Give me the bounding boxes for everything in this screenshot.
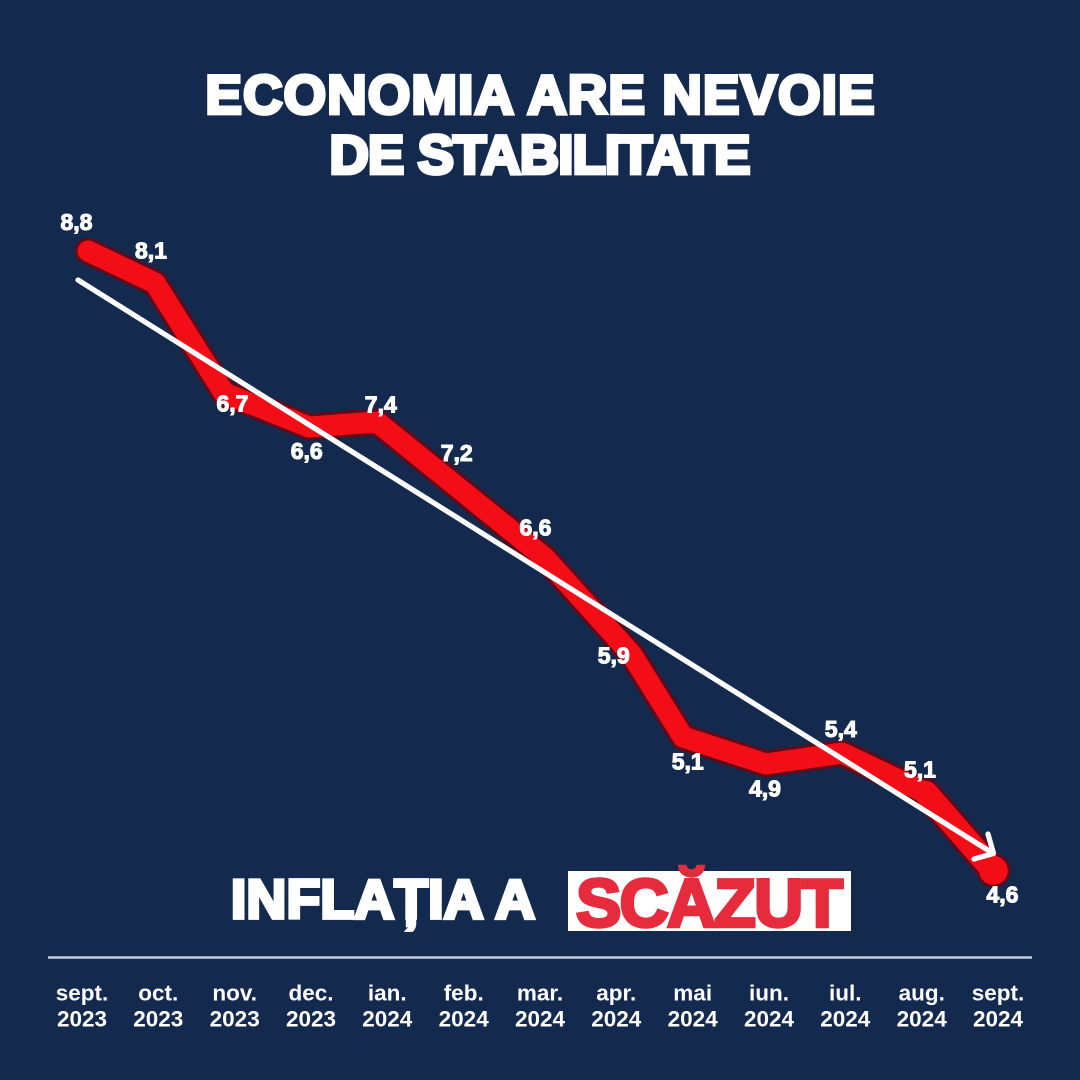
svg-text:2023: 2023 xyxy=(210,1007,260,1032)
svg-text:iun.: iun. xyxy=(749,981,789,1006)
svg-text:6,6: 6,6 xyxy=(520,515,552,541)
svg-text:iul.: iul. xyxy=(829,981,862,1006)
svg-text:8,1: 8,1 xyxy=(135,238,167,264)
svg-text:2024: 2024 xyxy=(439,1007,490,1032)
svg-text:7,4: 7,4 xyxy=(365,392,397,418)
svg-text:6,7: 6,7 xyxy=(217,390,249,416)
svg-text:2024: 2024 xyxy=(973,1007,1024,1032)
svg-text:2024: 2024 xyxy=(744,1007,795,1032)
svg-text:5,9: 5,9 xyxy=(598,642,630,668)
svg-text:SCĂZUT: SCĂZUT xyxy=(576,865,843,941)
svg-text:6,6: 6,6 xyxy=(291,438,323,464)
svg-text:2023: 2023 xyxy=(57,1007,107,1032)
svg-text:8,8: 8,8 xyxy=(61,209,93,235)
svg-text:7,2: 7,2 xyxy=(441,440,473,466)
svg-text:sept.: sept. xyxy=(56,981,109,1006)
svg-text:5,1: 5,1 xyxy=(672,748,704,774)
svg-text:dec.: dec. xyxy=(288,981,333,1006)
svg-text:apr.: apr. xyxy=(596,981,636,1006)
svg-text:INFLAȚIA A: INFLAȚIA A xyxy=(231,868,535,931)
svg-text:DE STABILITATE: DE STABILITATE xyxy=(330,125,751,186)
svg-text:5,1: 5,1 xyxy=(904,757,936,783)
svg-text:2024: 2024 xyxy=(362,1007,413,1032)
svg-text:mai: mai xyxy=(673,981,712,1006)
svg-text:2023: 2023 xyxy=(133,1007,183,1032)
svg-text:ECONOMIA ARE NEVOIE: ECONOMIA ARE NEVOIE xyxy=(206,65,875,126)
svg-text:2024: 2024 xyxy=(515,1007,566,1032)
svg-text:nov.: nov. xyxy=(212,981,257,1006)
svg-text:2024: 2024 xyxy=(591,1007,642,1032)
svg-text:2024: 2024 xyxy=(668,1007,719,1032)
svg-text:feb.: feb. xyxy=(444,981,484,1006)
svg-text:2023: 2023 xyxy=(286,1007,336,1032)
svg-text:mar.: mar. xyxy=(517,981,563,1006)
svg-text:oct.: oct. xyxy=(138,981,178,1006)
svg-text:5,4: 5,4 xyxy=(825,716,857,742)
svg-text:4,6: 4,6 xyxy=(986,881,1018,907)
svg-text:4,9: 4,9 xyxy=(749,775,781,801)
svg-text:2024: 2024 xyxy=(820,1007,871,1032)
svg-text:2024: 2024 xyxy=(897,1007,948,1032)
svg-text:ian.: ian. xyxy=(368,981,407,1006)
svg-text:sept.: sept. xyxy=(972,981,1025,1006)
svg-text:aug.: aug. xyxy=(899,981,945,1006)
